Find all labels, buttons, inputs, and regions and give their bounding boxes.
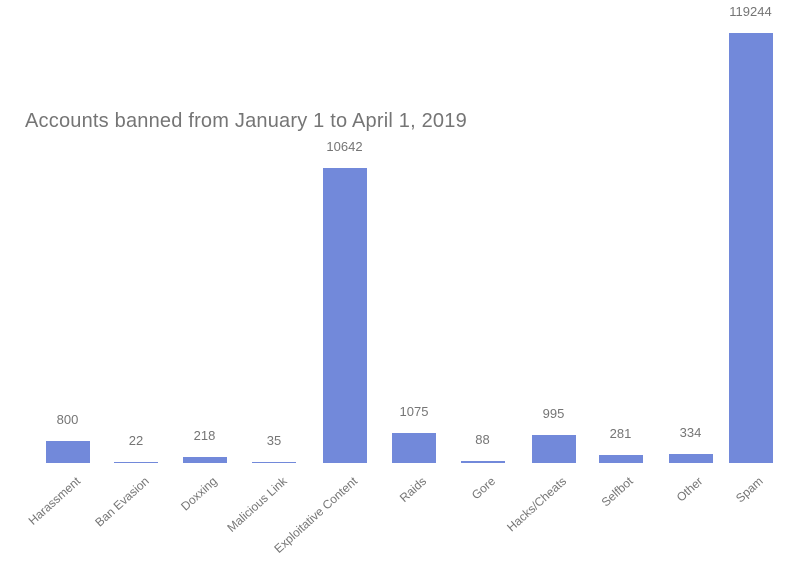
bar-raids [392,433,436,463]
x-axis-label-malicious-link: Malicious Link [223,474,290,535]
x-axis-label-gore: Gore [468,474,498,503]
bar-selfbot [598,455,643,463]
x-axis-label-other: Other [674,474,706,505]
bar-ban-evasion [114,462,158,463]
bar-exploitative-content [322,168,367,463]
x-axis-label-ban-evasion: Ban Evasion [91,474,152,530]
x-axis-label-raids: Raids [397,474,430,505]
bar-value-label-ban-evasion: 22 [128,433,144,448]
x-axis-label-hacks-cheats: Hacks/Cheats [503,474,569,535]
x-axis-label-doxxing: Doxxing [178,474,220,514]
bar-value-label-doxxing: 218 [193,428,216,443]
bar-doxxing [182,457,227,463]
bar-value-label-selfbot: 281 [609,426,632,441]
bar-value-label-exploitative-content: 10642 [326,139,363,154]
bar-value-label-hacks-cheats: 995 [542,406,565,421]
bar-value-label-spam: 119244 [729,4,772,19]
bar-malicious-link [252,462,296,463]
bar-hacks-cheats [531,435,576,463]
x-axis-label-selfbot: Selfbot [598,474,636,510]
bar-gore [460,461,505,463]
chart-title: Accounts banned from January 1 to April … [25,110,467,132]
bar-spam [728,33,773,463]
bar-value-label-raids: 1075 [399,404,429,419]
bar-value-label-malicious-link: 35 [266,433,282,448]
bar-value-label-gore: 88 [475,432,490,447]
bar-harassment [45,441,90,463]
bar-value-label-harassment: 800 [56,412,79,427]
bar-value-label-other: 334 [679,425,702,440]
x-axis-label-spam: Spam [733,474,766,506]
x-axis-label-harassment: Harassment [25,474,83,528]
bar-other [668,454,713,463]
